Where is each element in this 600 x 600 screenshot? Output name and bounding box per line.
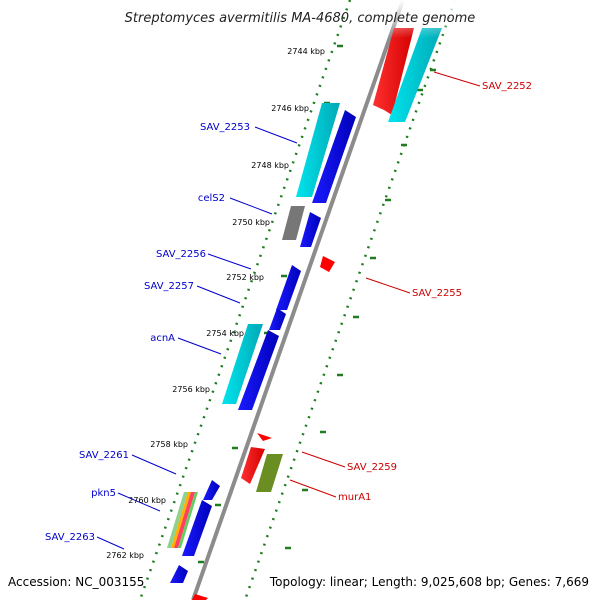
gene-acna-shade[interactable]: [222, 324, 263, 404]
map-title: Streptomyces avermitilis MA-4680, comple…: [125, 11, 476, 26]
ruler-labels: 2744 kbp 2746 kbp 2748 kbp 2750 kbp 2752…: [106, 47, 325, 560]
reverse-gene-labels: SAV_2253 celS2 SAV_2256 SAV_2257 acnA SA…: [45, 122, 250, 543]
kbp-label: 2752 kbp: [226, 273, 264, 282]
gene-sav2252-red[interactable]: [373, 28, 414, 115]
gene-label-sav2256[interactable]: SAV_2256: [156, 249, 206, 260]
gene-label-sav2257[interactable]: SAV_2257: [144, 281, 194, 292]
gene-sav2253[interactable]: [312, 110, 356, 203]
gene-cels2-grey[interactable]: [282, 206, 305, 240]
gene-sav2263[interactable]: [170, 565, 188, 583]
gene-sav2257[interactable]: [269, 308, 286, 330]
gene-sav2261[interactable]: [203, 480, 220, 500]
kbp-label: 2760 kbp: [128, 496, 166, 505]
kbp-label: 2748 kbp: [251, 161, 289, 170]
gene-label-sav2255[interactable]: SAV_2255: [412, 288, 462, 299]
accession-text: Accession: NC_003155: [8, 575, 144, 589]
fade-overlay: [360, 0, 460, 38]
gene-pkn5[interactable]: [182, 500, 212, 556]
leader-lines: [96, 71, 481, 550]
ruler-major-ticks: [198, 44, 436, 564]
gene-pkn5-multicolor[interactable]: [167, 492, 198, 548]
kbp-label: 2744 kbp: [287, 47, 325, 56]
gene-label-sav2253[interactable]: SAV_2253: [200, 122, 250, 133]
genome-summary-text: Topology: linear; Length: 9,025,608 bp; …: [269, 575, 589, 589]
ruler-track-left: [138, 0, 352, 600]
gene-sav2259[interactable]: [241, 447, 265, 484]
kbp-label: 2756 kbp: [172, 385, 210, 394]
gene-cels2[interactable]: [300, 212, 321, 247]
gene-sav2255[interactable]: [320, 256, 335, 272]
genome-backbone: [191, 0, 405, 600]
gene-label-sav2252[interactable]: SAV_2252: [482, 81, 532, 92]
kbp-label: 2762 kbp: [106, 551, 144, 560]
gene-label-sav2261[interactable]: SAV_2261: [79, 450, 129, 461]
gene-label-sav2263[interactable]: SAV_2263: [45, 532, 95, 543]
gene-sav2256[interactable]: [276, 265, 301, 310]
gene-label-acna[interactable]: acnA: [150, 333, 175, 344]
kbp-label: 2750 kbp: [232, 218, 270, 227]
forward-gene-labels: SAV_2252 SAV_2255 SAV_2259 murA1: [338, 81, 532, 503]
gene-acna[interactable]: [238, 330, 279, 410]
kbp-label: 2758 kbp: [150, 440, 188, 449]
gene-label-mura1[interactable]: murA1: [338, 492, 371, 503]
gene-label-sav2259[interactable]: SAV_2259: [347, 462, 397, 473]
gene-sav2259-arrowhead[interactable]: [257, 433, 272, 441]
gene-label-pkn5[interactable]: pkn5: [91, 488, 116, 499]
ruler-track-right: [243, 0, 457, 600]
kbp-label: 2746 kbp: [271, 104, 309, 113]
gene-label-cels2[interactable]: celS2: [198, 193, 225, 204]
gene-bottom-red[interactable]: [192, 594, 208, 600]
gene-mura1[interactable]: [256, 454, 283, 492]
kbp-label: 2754 kbp: [206, 329, 244, 338]
gene-sav2253-shade[interactable]: [296, 103, 340, 197]
gene-sav2252-shade[interactable]: [388, 28, 442, 122]
